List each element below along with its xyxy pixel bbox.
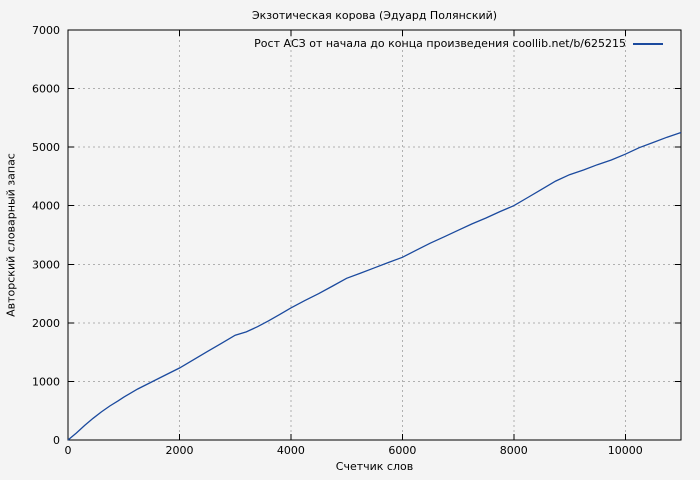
legend-series-label: Рост АСЗ от начала до конца произведения… <box>254 37 626 50</box>
svg-text:0: 0 <box>53 434 60 447</box>
svg-text:5000: 5000 <box>32 141 60 154</box>
legend-line-sample-icon <box>633 42 663 45</box>
svg-text:10000: 10000 <box>608 444 643 457</box>
y-axis-label: Авторский словарный запас <box>4 153 18 317</box>
svg-text:6000: 6000 <box>388 444 416 457</box>
legend: Рост АСЗ от начала до конца произведения… <box>254 37 663 50</box>
svg-text:0: 0 <box>65 444 72 457</box>
svg-text:8000: 8000 <box>500 444 528 457</box>
svg-text:7000: 7000 <box>32 24 60 37</box>
chart-title: Экзотическая корова (Эдуард Полянский) <box>251 9 498 22</box>
svg-text:1000: 1000 <box>32 375 60 388</box>
svg-text:4000: 4000 <box>32 200 60 213</box>
svg-text:3000: 3000 <box>32 258 60 271</box>
svg-text:2000: 2000 <box>166 444 194 457</box>
svg-text:2000: 2000 <box>32 317 60 330</box>
svg-text:4000: 4000 <box>277 444 305 457</box>
svg-text:6000: 6000 <box>32 83 60 96</box>
x-axis-label: Счетчик слов <box>335 460 414 473</box>
